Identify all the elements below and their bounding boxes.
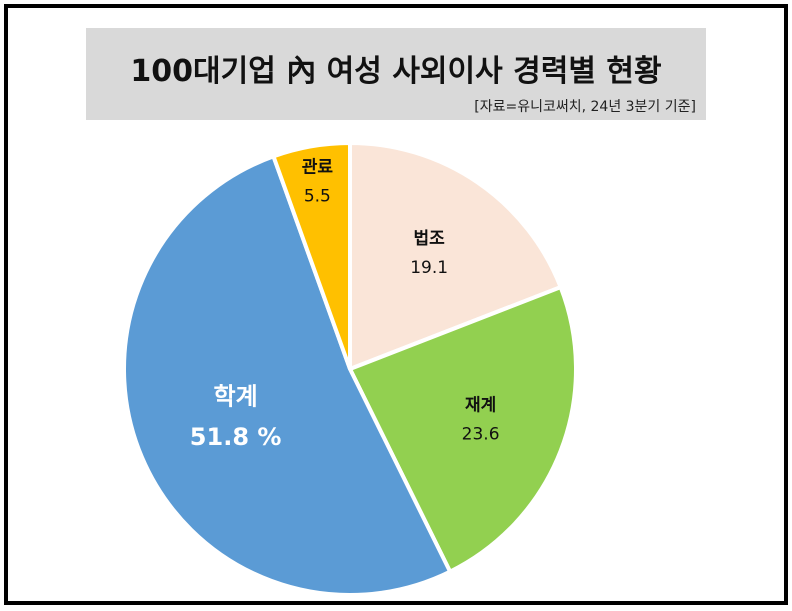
slice-value-2: 51.8 % bbox=[190, 423, 282, 451]
slice-label-1: 재계 bbox=[465, 395, 496, 415]
pie-slice-2 bbox=[122, 154, 453, 597]
pie-slice-0 bbox=[348, 141, 563, 371]
pie-slice-3 bbox=[271, 141, 352, 371]
chart-title: 100대기업 內 여성 사외이사 경력별 현황 bbox=[130, 54, 662, 89]
chart-source: [자료=유니코써치, 24년 3분기 기준] bbox=[474, 99, 696, 115]
title-box: 100대기업 內 여성 사외이사 경력별 현황 [자료=유니코써치, 24년 3… bbox=[86, 28, 706, 120]
slice-label-3: 관료 bbox=[302, 158, 334, 178]
slice-value-1: 23.6 bbox=[462, 424, 500, 444]
slice-value-0: 19.1 bbox=[410, 258, 448, 278]
slice-value-3: 5.5 bbox=[304, 187, 331, 207]
slice-label-0: 법조 bbox=[413, 229, 445, 249]
slice-label-2: 학계 bbox=[214, 382, 258, 410]
pie-slice-1 bbox=[348, 285, 578, 574]
